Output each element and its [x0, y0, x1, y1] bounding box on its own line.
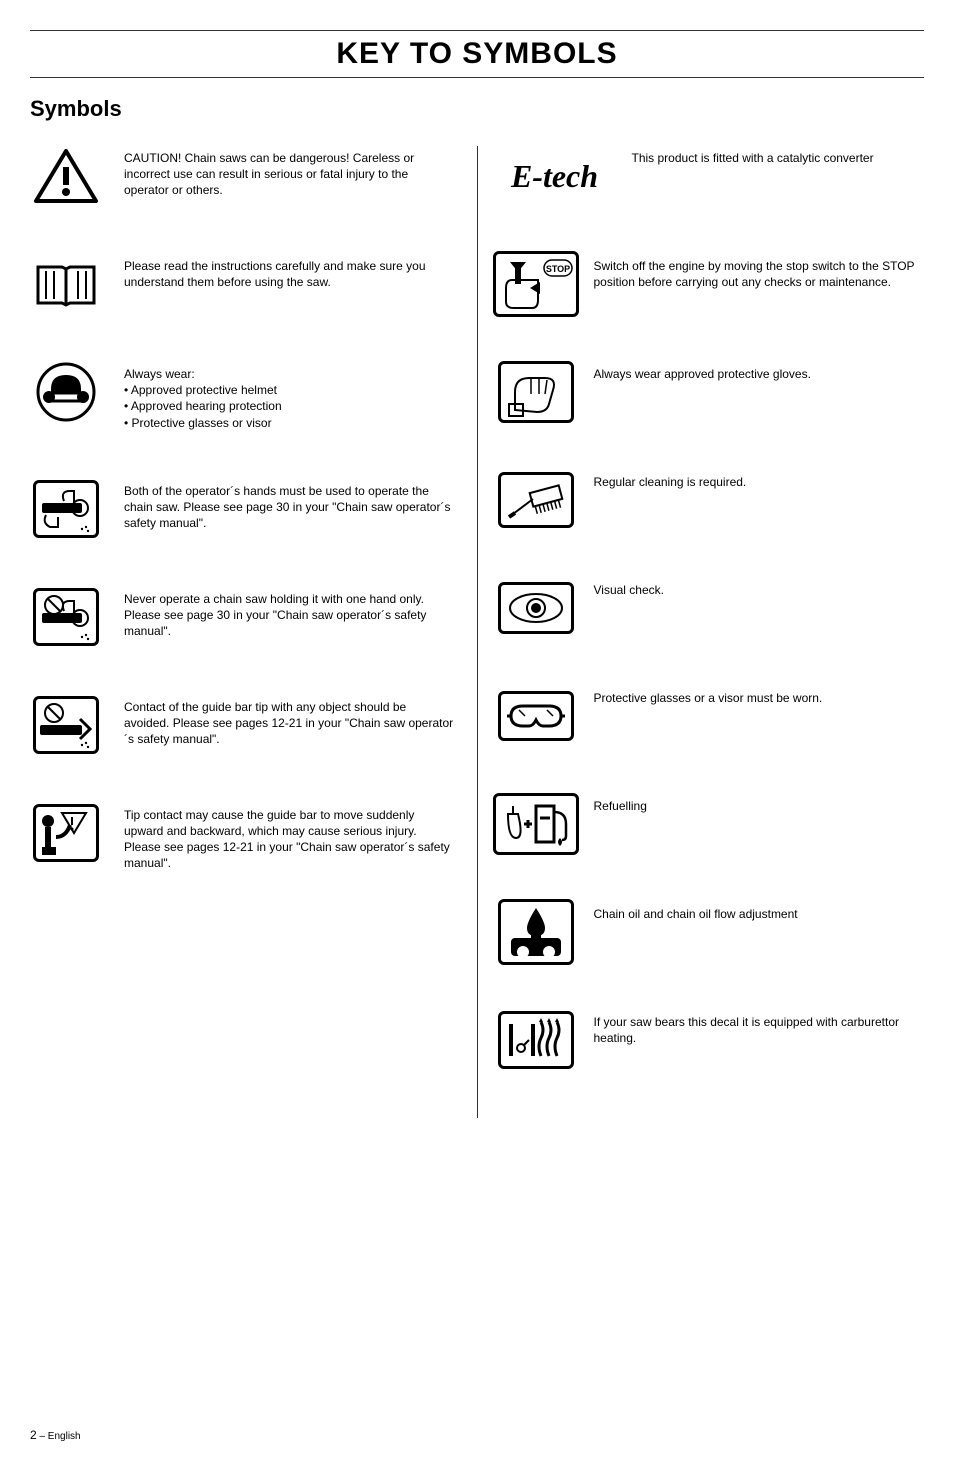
- stop-badge-text: STOP: [545, 264, 569, 274]
- symbol-text: CAUTION! Chain saws can be dangerous! Ca…: [124, 146, 455, 199]
- right-column: E-tech This product is fitted with a cat…: [478, 146, 925, 1118]
- symbol-columns: CAUTION! Chain saws can be dangerous! Ca…: [30, 146, 924, 1118]
- symbol-text: Never operate a chain saw holding it wit…: [124, 587, 455, 640]
- symbol-row: Always wear: Approved protective helmet …: [30, 362, 455, 431]
- symbol-row: If your saw bears this decal it is equip…: [500, 1010, 925, 1070]
- symbol-text: Always wear: Approved protective helmet …: [124, 362, 282, 431]
- symbol-row: Visual check.: [500, 578, 925, 638]
- page-title: KEY TO SYMBOLS: [30, 37, 924, 71]
- symbol-row: Never operate a chain saw holding it wit…: [30, 587, 455, 647]
- symbol-row: Refuelling: [500, 794, 925, 854]
- footer-lang: – English: [39, 1431, 80, 1442]
- left-column: CAUTION! Chain saws can be dangerous! Ca…: [30, 146, 478, 1118]
- symbol-row: E-tech This product is fitted with a cat…: [500, 146, 925, 206]
- carb-heat-icon: [500, 1010, 572, 1070]
- kickback-warn-icon: [30, 803, 102, 863]
- symbol-row: Contact of the guide bar tip with any ob…: [30, 695, 455, 755]
- fuel-pump-icon: [500, 794, 572, 854]
- oil-drop-icon: [500, 902, 572, 962]
- symbol-text: Tip contact may cause the guide bar to m…: [124, 803, 455, 872]
- symbol-text: Both of the operator´s hands must be use…: [124, 479, 455, 532]
- wear-label: Always wear:: [124, 367, 195, 381]
- symbol-text: If your saw bears this decal it is equip…: [594, 1010, 925, 1046]
- goggles-icon: [500, 686, 572, 746]
- eye-icon: [500, 578, 572, 638]
- list-item: Protective glasses or visor: [124, 415, 282, 431]
- page-footer: 2 – English: [30, 1428, 924, 1442]
- brush-icon: [500, 470, 572, 530]
- symbol-text: Contact of the guide bar tip with any ob…: [124, 695, 455, 748]
- symbol-text: Always wear approved protective gloves.: [594, 362, 811, 382]
- manual-book-icon: [30, 254, 102, 314]
- page-number: 2: [30, 1428, 37, 1442]
- symbol-text: Refuelling: [594, 794, 647, 814]
- symbol-text: Visual check.: [594, 578, 664, 598]
- symbol-text: Please read the instructions carefully a…: [124, 254, 455, 290]
- symbol-text: Switch off the engine by moving the stop…: [594, 254, 925, 290]
- one-hand-no-icon: [30, 587, 102, 647]
- symbol-row: Please read the instructions carefully a…: [30, 254, 455, 314]
- symbol-row: CAUTION! Chain saws can be dangerous! Ca…: [30, 146, 455, 206]
- list-item: Approved hearing protection: [124, 398, 282, 414]
- two-hands-icon: [30, 479, 102, 539]
- etech-text: E-tech: [511, 158, 598, 195]
- section-subtitle: Symbols: [30, 96, 924, 122]
- warning-triangle-icon: [30, 146, 102, 206]
- title-bar: KEY TO SYMBOLS: [30, 30, 924, 78]
- symbol-text: Chain oil and chain oil flow adjustment: [594, 902, 798, 922]
- symbol-row: Tip contact may cause the guide bar to m…: [30, 803, 455, 872]
- symbol-row: Chain oil and chain oil flow adjustment: [500, 902, 925, 962]
- symbol-text: Protective glasses or a visor must be wo…: [594, 686, 823, 706]
- symbol-row: Protective glasses or a visor must be wo…: [500, 686, 925, 746]
- gloves-icon: [500, 362, 572, 422]
- symbol-row: Always wear approved protective gloves.: [500, 362, 925, 422]
- etech-logo-icon: E-tech: [500, 146, 610, 206]
- symbol-text: This product is fitted with a catalytic …: [632, 146, 874, 166]
- list-item: Approved protective helmet: [124, 382, 282, 398]
- symbol-row: Both of the operator´s hands must be use…: [30, 479, 455, 539]
- tip-contact-no-icon: [30, 695, 102, 755]
- symbol-row: STOP Switch off the engine by moving the…: [500, 254, 925, 314]
- wear-list: Approved protective helmet Approved hear…: [124, 382, 282, 431]
- stop-switch-icon: STOP: [500, 254, 572, 314]
- ppe-head-icon: [30, 362, 102, 422]
- symbol-text: Regular cleaning is required.: [594, 470, 747, 490]
- symbol-row: Regular cleaning is required.: [500, 470, 925, 530]
